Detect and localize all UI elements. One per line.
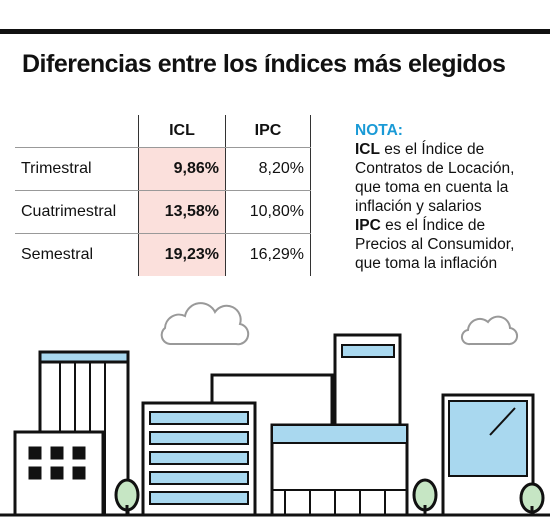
value-cell: 16,29% (225, 233, 311, 276)
row-label: Semestral (21, 246, 94, 263)
note-item: IPC es el Índice de Precios al Consumido… (355, 216, 535, 273)
table: ICL IPC Trimestral 9,86% 8,20% Cuatrimestra… (15, 115, 311, 276)
header-row: ICL IPC (15, 115, 311, 148)
value-cell: 19,23% (138, 233, 226, 276)
note-term: ICL (355, 141, 380, 158)
table-row: Cuatrimestral 13,58% 10,80% (15, 190, 311, 234)
note-text: es el Índice de Precios al Consumidor, q… (355, 217, 515, 272)
top-rule (0, 29, 550, 34)
value-cell: 13,58% (138, 190, 226, 234)
title: Diferencias entre los índices más elegid… (22, 50, 506, 78)
note: NOTA: ICL es el Índice de Contratos de L… (355, 121, 535, 273)
table-row: Semestral 19,23% 16,29% (15, 233, 311, 276)
header-cell: ICL (138, 115, 226, 148)
note-title: NOTA: (355, 122, 403, 139)
table-row: Trimestral 9,86% 8,20% (15, 147, 311, 191)
value-cell: 9,86% (138, 147, 226, 191)
row-label: Trimestral (15, 147, 139, 191)
value-cell: 10,80% (225, 190, 311, 234)
value-cell: 8,20% (225, 147, 311, 191)
note-text: es el Índice de Contratos de Locación, q… (355, 141, 515, 215)
corner (15, 115, 139, 148)
header-cell: IPC (225, 115, 311, 148)
row-label: Cuatrimestral (15, 190, 139, 234)
note-term: IPC (355, 217, 381, 234)
city-illustration (0, 302, 550, 517)
note-item: ICL es el Índice de Contratos de Locació… (355, 140, 535, 216)
